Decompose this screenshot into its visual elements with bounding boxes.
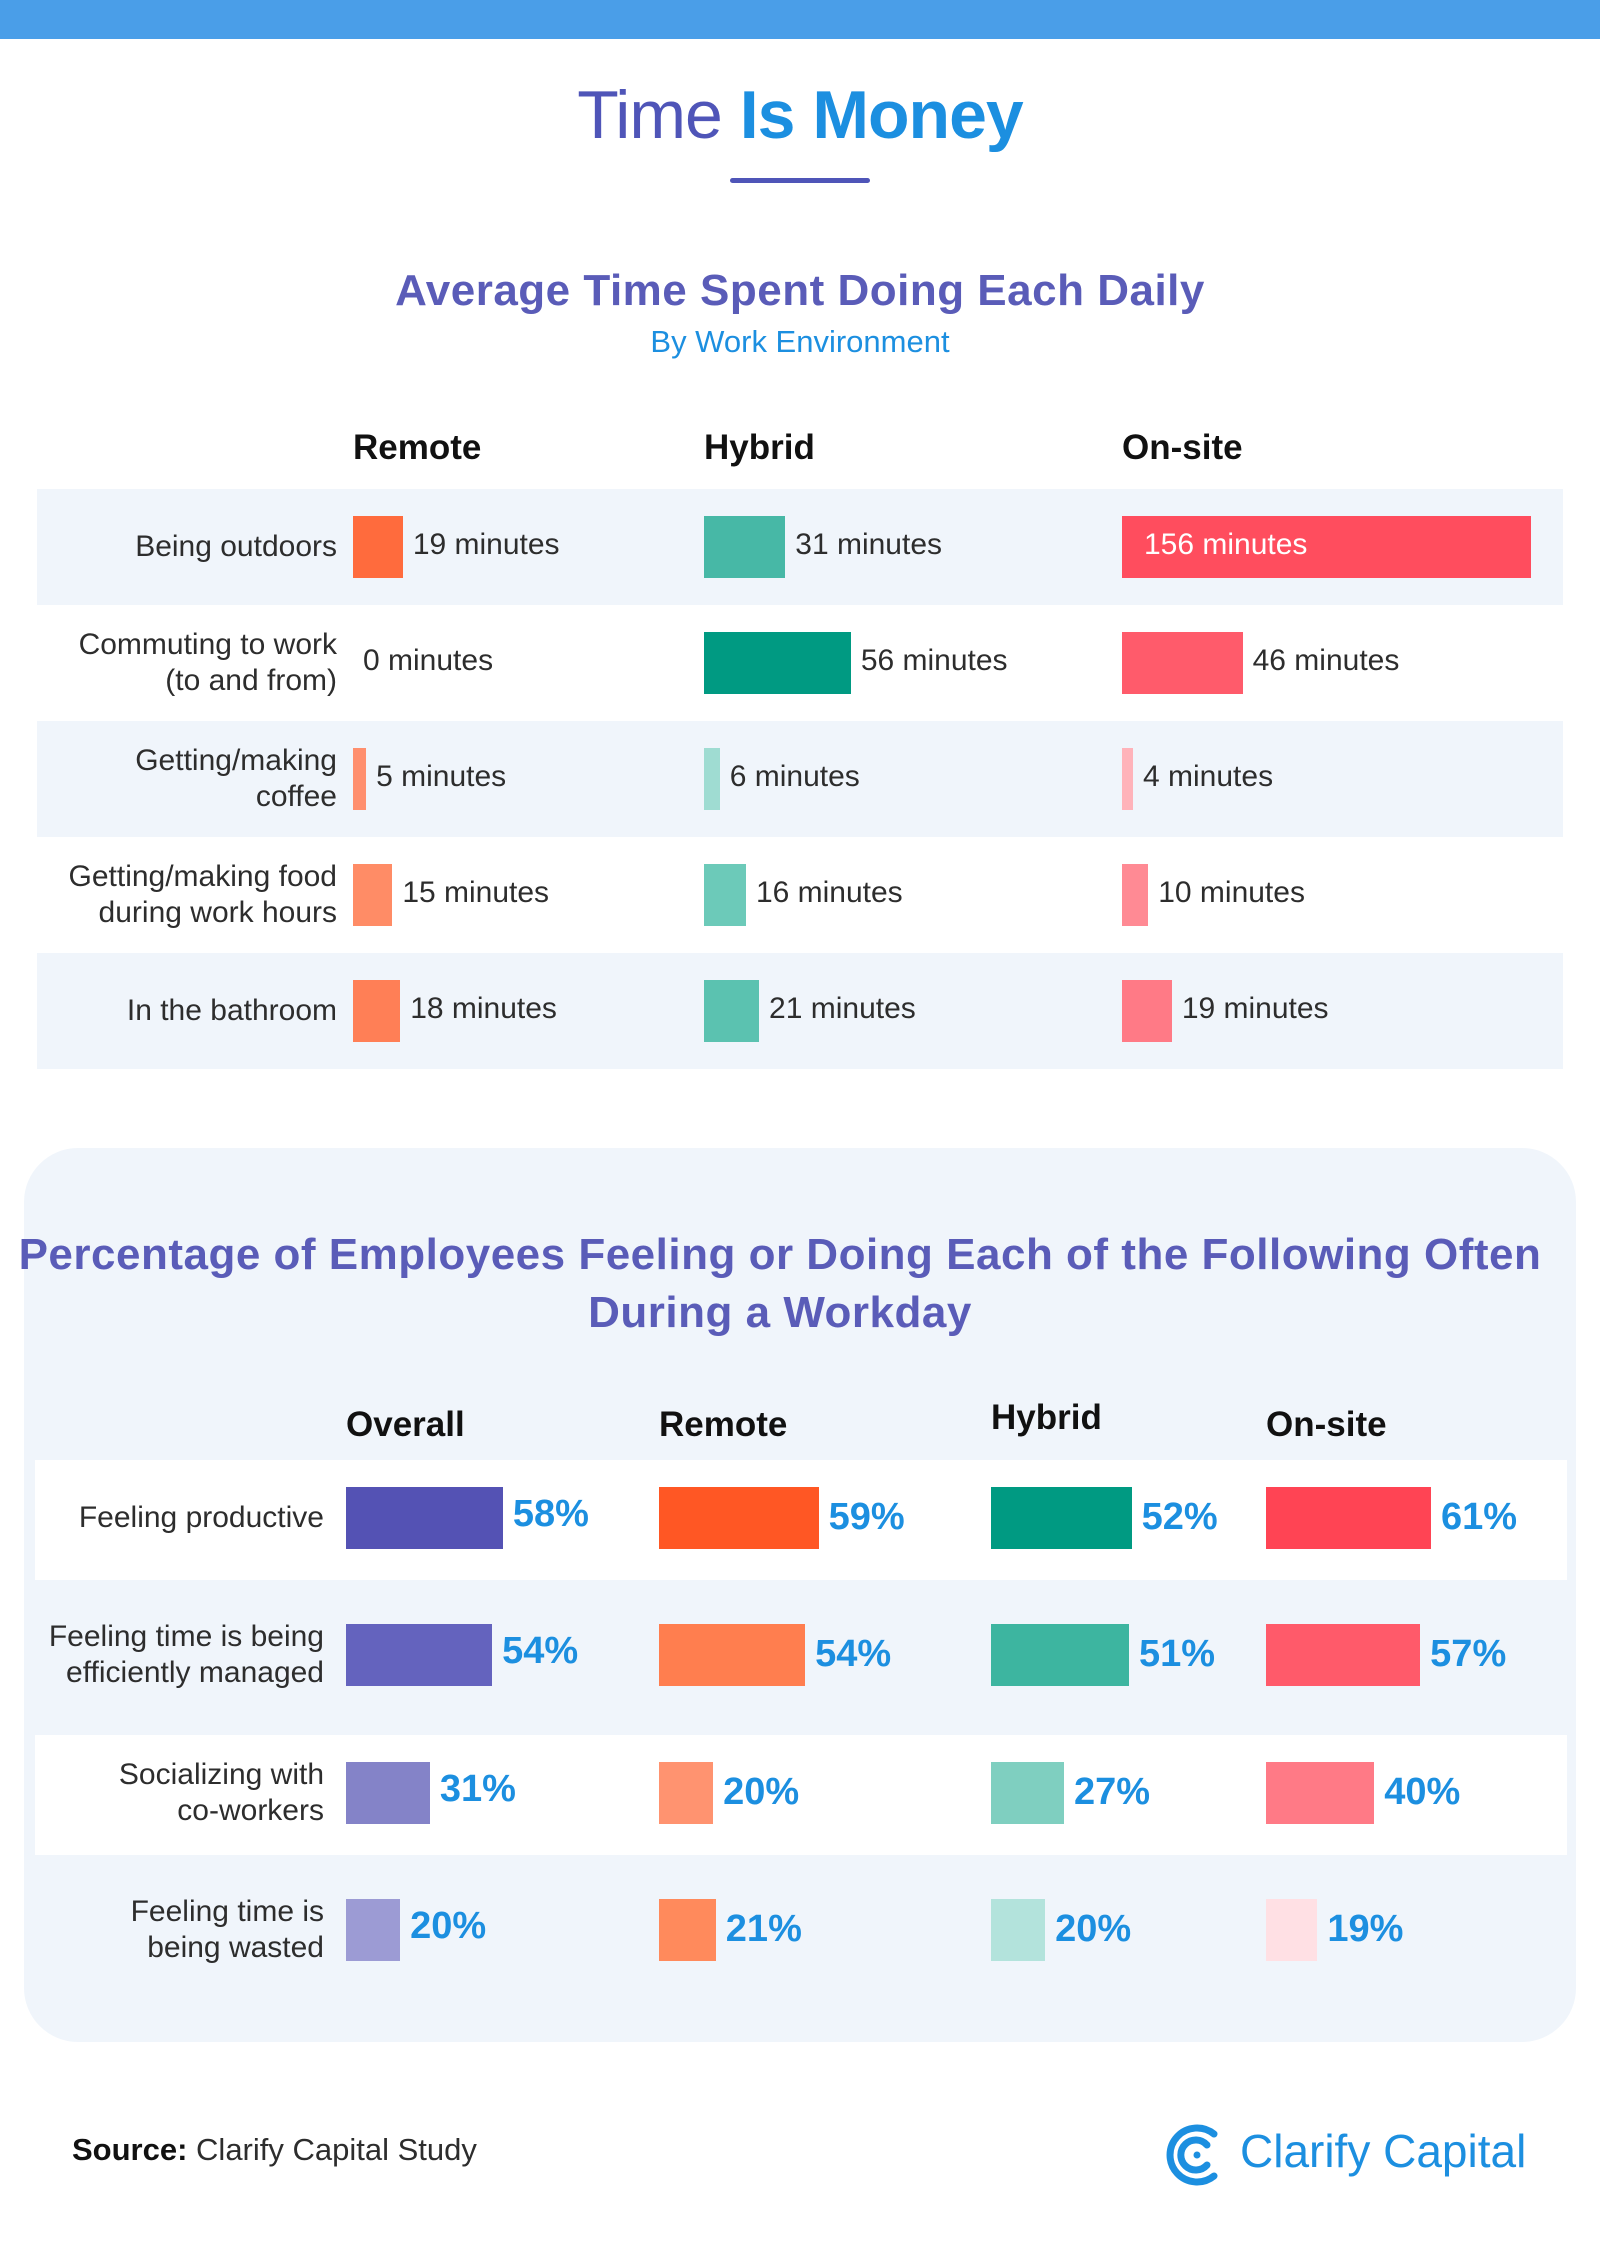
bar-remote bbox=[659, 1487, 819, 1549]
bar-on-site bbox=[1266, 1899, 1318, 1961]
value-label: 56 minutes bbox=[860, 644, 1008, 677]
value-label: 21 minutes bbox=[769, 992, 916, 1025]
percent-label: 54% bbox=[502, 1630, 579, 1672]
bar-on-site bbox=[1122, 516, 1531, 578]
bar-remote bbox=[353, 864, 393, 926]
value-label: 10 minutes bbox=[1158, 876, 1305, 909]
bar-on-site bbox=[1122, 748, 1133, 810]
percent-label: 19% bbox=[1327, 1908, 1404, 1950]
column-header-hybrid: Hybrid bbox=[704, 428, 815, 467]
percent-label: 51% bbox=[1138, 1633, 1215, 1675]
table-row-band bbox=[37, 953, 1563, 1069]
title-underline bbox=[730, 178, 870, 183]
value-label: 31 minutes bbox=[795, 528, 943, 561]
brand-name: Clarify Capital bbox=[1240, 2125, 1527, 2177]
column-header-on-site: On-site bbox=[1122, 428, 1243, 467]
bar-remote bbox=[353, 748, 367, 810]
chart2-panel bbox=[24, 1148, 1576, 2042]
column-header-hybrid: Hybrid bbox=[991, 1398, 1102, 1437]
row-label: Socializing with co-workers bbox=[118, 1758, 324, 1827]
value-label: 5 minutes bbox=[376, 760, 507, 793]
percent-label: 61% bbox=[1441, 1496, 1518, 1538]
row-label: Getting/making food during work hours bbox=[68, 860, 338, 929]
value-label: 6 minutes bbox=[729, 760, 860, 793]
row-label: Feeling time is being efficiently managed bbox=[48, 1620, 324, 1689]
percent-label: 31% bbox=[439, 1768, 516, 1810]
source-note: Source: Clarify Capital Study bbox=[72, 2132, 477, 2168]
bar-overall bbox=[346, 1487, 503, 1549]
bar-remote bbox=[353, 980, 401, 1042]
percent-label: 40% bbox=[1384, 1771, 1461, 1813]
value-label: 19 minutes bbox=[412, 528, 560, 561]
bar-hybrid bbox=[704, 516, 786, 578]
bar-remote bbox=[659, 1899, 716, 1961]
bar-on-site bbox=[1122, 864, 1149, 926]
page-title: Time Is Money bbox=[0, 76, 1600, 154]
bar-on-site bbox=[1122, 632, 1243, 694]
bar-hybrid bbox=[704, 980, 760, 1042]
row-label: Feeling productive bbox=[78, 1501, 324, 1534]
row-label: Feeling time is being wasted bbox=[130, 1895, 324, 1964]
value-label: 0 minutes bbox=[363, 644, 494, 677]
row-label: Getting/making coffee bbox=[135, 744, 337, 813]
value-label: 156 minutes bbox=[1144, 528, 1308, 561]
percent-label: 21% bbox=[725, 1908, 802, 1950]
bar-hybrid bbox=[991, 1624, 1129, 1686]
value-label: 18 minutes bbox=[410, 992, 557, 1025]
chart1-title: Average Time Spent Doing Each Daily bbox=[395, 266, 1205, 315]
bar-hybrid bbox=[704, 864, 746, 926]
bar-on-site bbox=[1266, 1487, 1431, 1549]
top-accent-bar bbox=[0, 0, 1600, 39]
percent-label: 20% bbox=[410, 1905, 487, 1947]
bar-hybrid bbox=[991, 1899, 1046, 1961]
percent-label: 52% bbox=[1141, 1496, 1218, 1538]
percent-label: 20% bbox=[723, 1771, 800, 1813]
value-label: 46 minutes bbox=[1252, 644, 1400, 677]
bar-overall bbox=[346, 1899, 401, 1961]
page-title-part1: Time bbox=[577, 77, 723, 153]
bar-on-site bbox=[1266, 1762, 1375, 1824]
column-header-overall: Overall bbox=[346, 1405, 465, 1444]
percent-label: 27% bbox=[1074, 1771, 1151, 1813]
bar-remote bbox=[659, 1762, 714, 1824]
bar-remote bbox=[353, 516, 403, 578]
value-label: 15 minutes bbox=[402, 876, 550, 909]
percent-label: 54% bbox=[815, 1633, 892, 1675]
bar-overall bbox=[346, 1762, 430, 1824]
chart1-subtitle: By Work Environment bbox=[650, 324, 950, 359]
chart2-title: Percentage of Employees Feeling or Doing… bbox=[18, 1230, 1542, 1337]
bar-hybrid bbox=[991, 1487, 1132, 1549]
source-text: Clarify Capital Study bbox=[196, 2132, 477, 2167]
row-label: Commuting to work (to and from) bbox=[78, 628, 337, 697]
percent-label: 57% bbox=[1430, 1633, 1507, 1675]
source-label: Source: bbox=[72, 2132, 188, 2167]
row-label: Being outdoors bbox=[135, 530, 337, 563]
column-header-remote: Remote bbox=[353, 428, 482, 467]
bar-hybrid bbox=[704, 748, 720, 810]
bar-on-site bbox=[1266, 1624, 1421, 1686]
row-label: In the bathroom bbox=[126, 994, 337, 1027]
page-title-part2: Is Money bbox=[739, 77, 1024, 153]
percent-label: 58% bbox=[512, 1493, 589, 1535]
bar-overall bbox=[346, 1624, 493, 1686]
percent-label: 20% bbox=[1055, 1908, 1132, 1950]
table-row-band bbox=[37, 721, 1563, 837]
bar-hybrid bbox=[991, 1762, 1065, 1824]
bar-remote bbox=[659, 1624, 806, 1686]
column-header-remote: Remote bbox=[659, 1405, 788, 1444]
bar-hybrid bbox=[704, 632, 851, 694]
value-label: 16 minutes bbox=[755, 876, 903, 909]
value-label: 19 minutes bbox=[1181, 992, 1329, 1025]
value-label: 4 minutes bbox=[1143, 760, 1274, 793]
clarify-capital-logo-icon bbox=[1166, 2124, 1218, 2186]
percent-label: 59% bbox=[828, 1496, 905, 1538]
bar-on-site bbox=[1122, 980, 1172, 1042]
column-header-on-site: On-site bbox=[1266, 1405, 1387, 1444]
